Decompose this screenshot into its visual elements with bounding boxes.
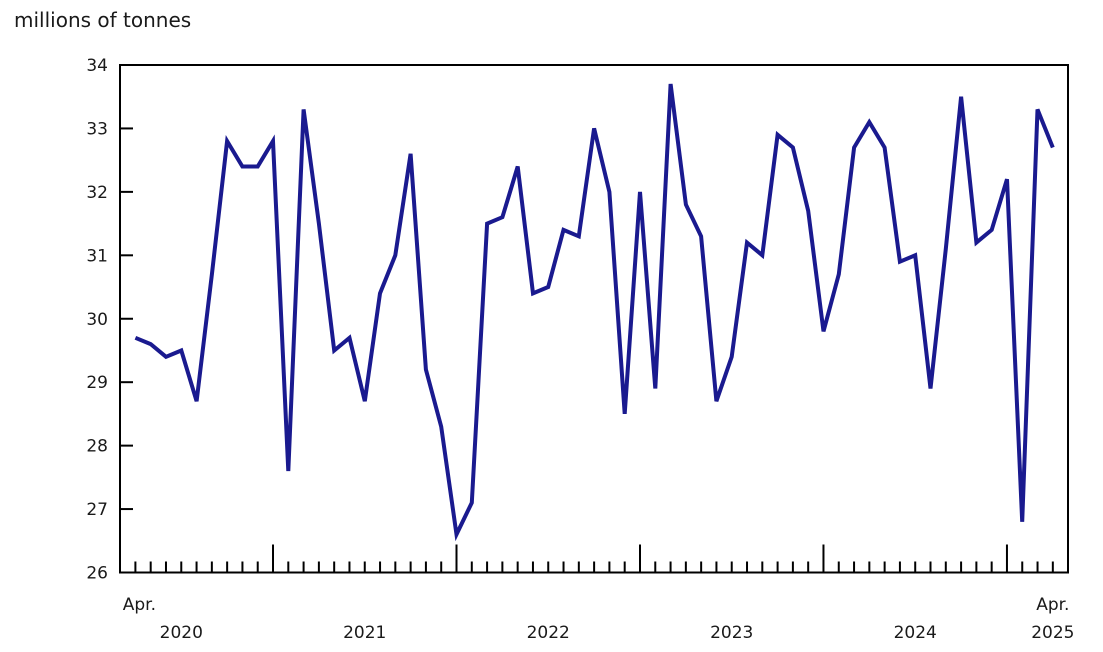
x-axis-year-label-2022: 2022 — [527, 623, 570, 643]
y-axis-label-30: 30 — [86, 310, 108, 330]
y-axis-label-28: 28 — [86, 437, 108, 457]
y-axis-label-32: 32 — [86, 183, 108, 203]
x-axis-year-label-2020: 2020 — [160, 623, 203, 643]
y-axis-label-31: 31 — [86, 246, 108, 266]
y-axis-label-33: 33 — [86, 119, 108, 139]
x-axis-year-label-2025: 2025 — [1031, 623, 1074, 643]
y-axis-label-26: 26 — [86, 564, 108, 584]
x-axis-year-label-2024: 2024 — [894, 623, 937, 643]
x-axis-year-label-2021: 2021 — [343, 623, 386, 643]
x-axis-label-first-month: Apr. — [123, 595, 156, 615]
chart-title: millions of tonnes — [14, 8, 192, 32]
data-line-series — [134, 83, 1055, 542]
y-axis-label-29: 29 — [86, 373, 108, 393]
x-axis-label-last-month: Apr. — [1036, 595, 1069, 615]
x-axis-year-label-2023: 2023 — [710, 623, 753, 643]
y-axis-label-34: 34 — [86, 56, 108, 76]
y-axis-label-27: 27 — [86, 500, 108, 520]
